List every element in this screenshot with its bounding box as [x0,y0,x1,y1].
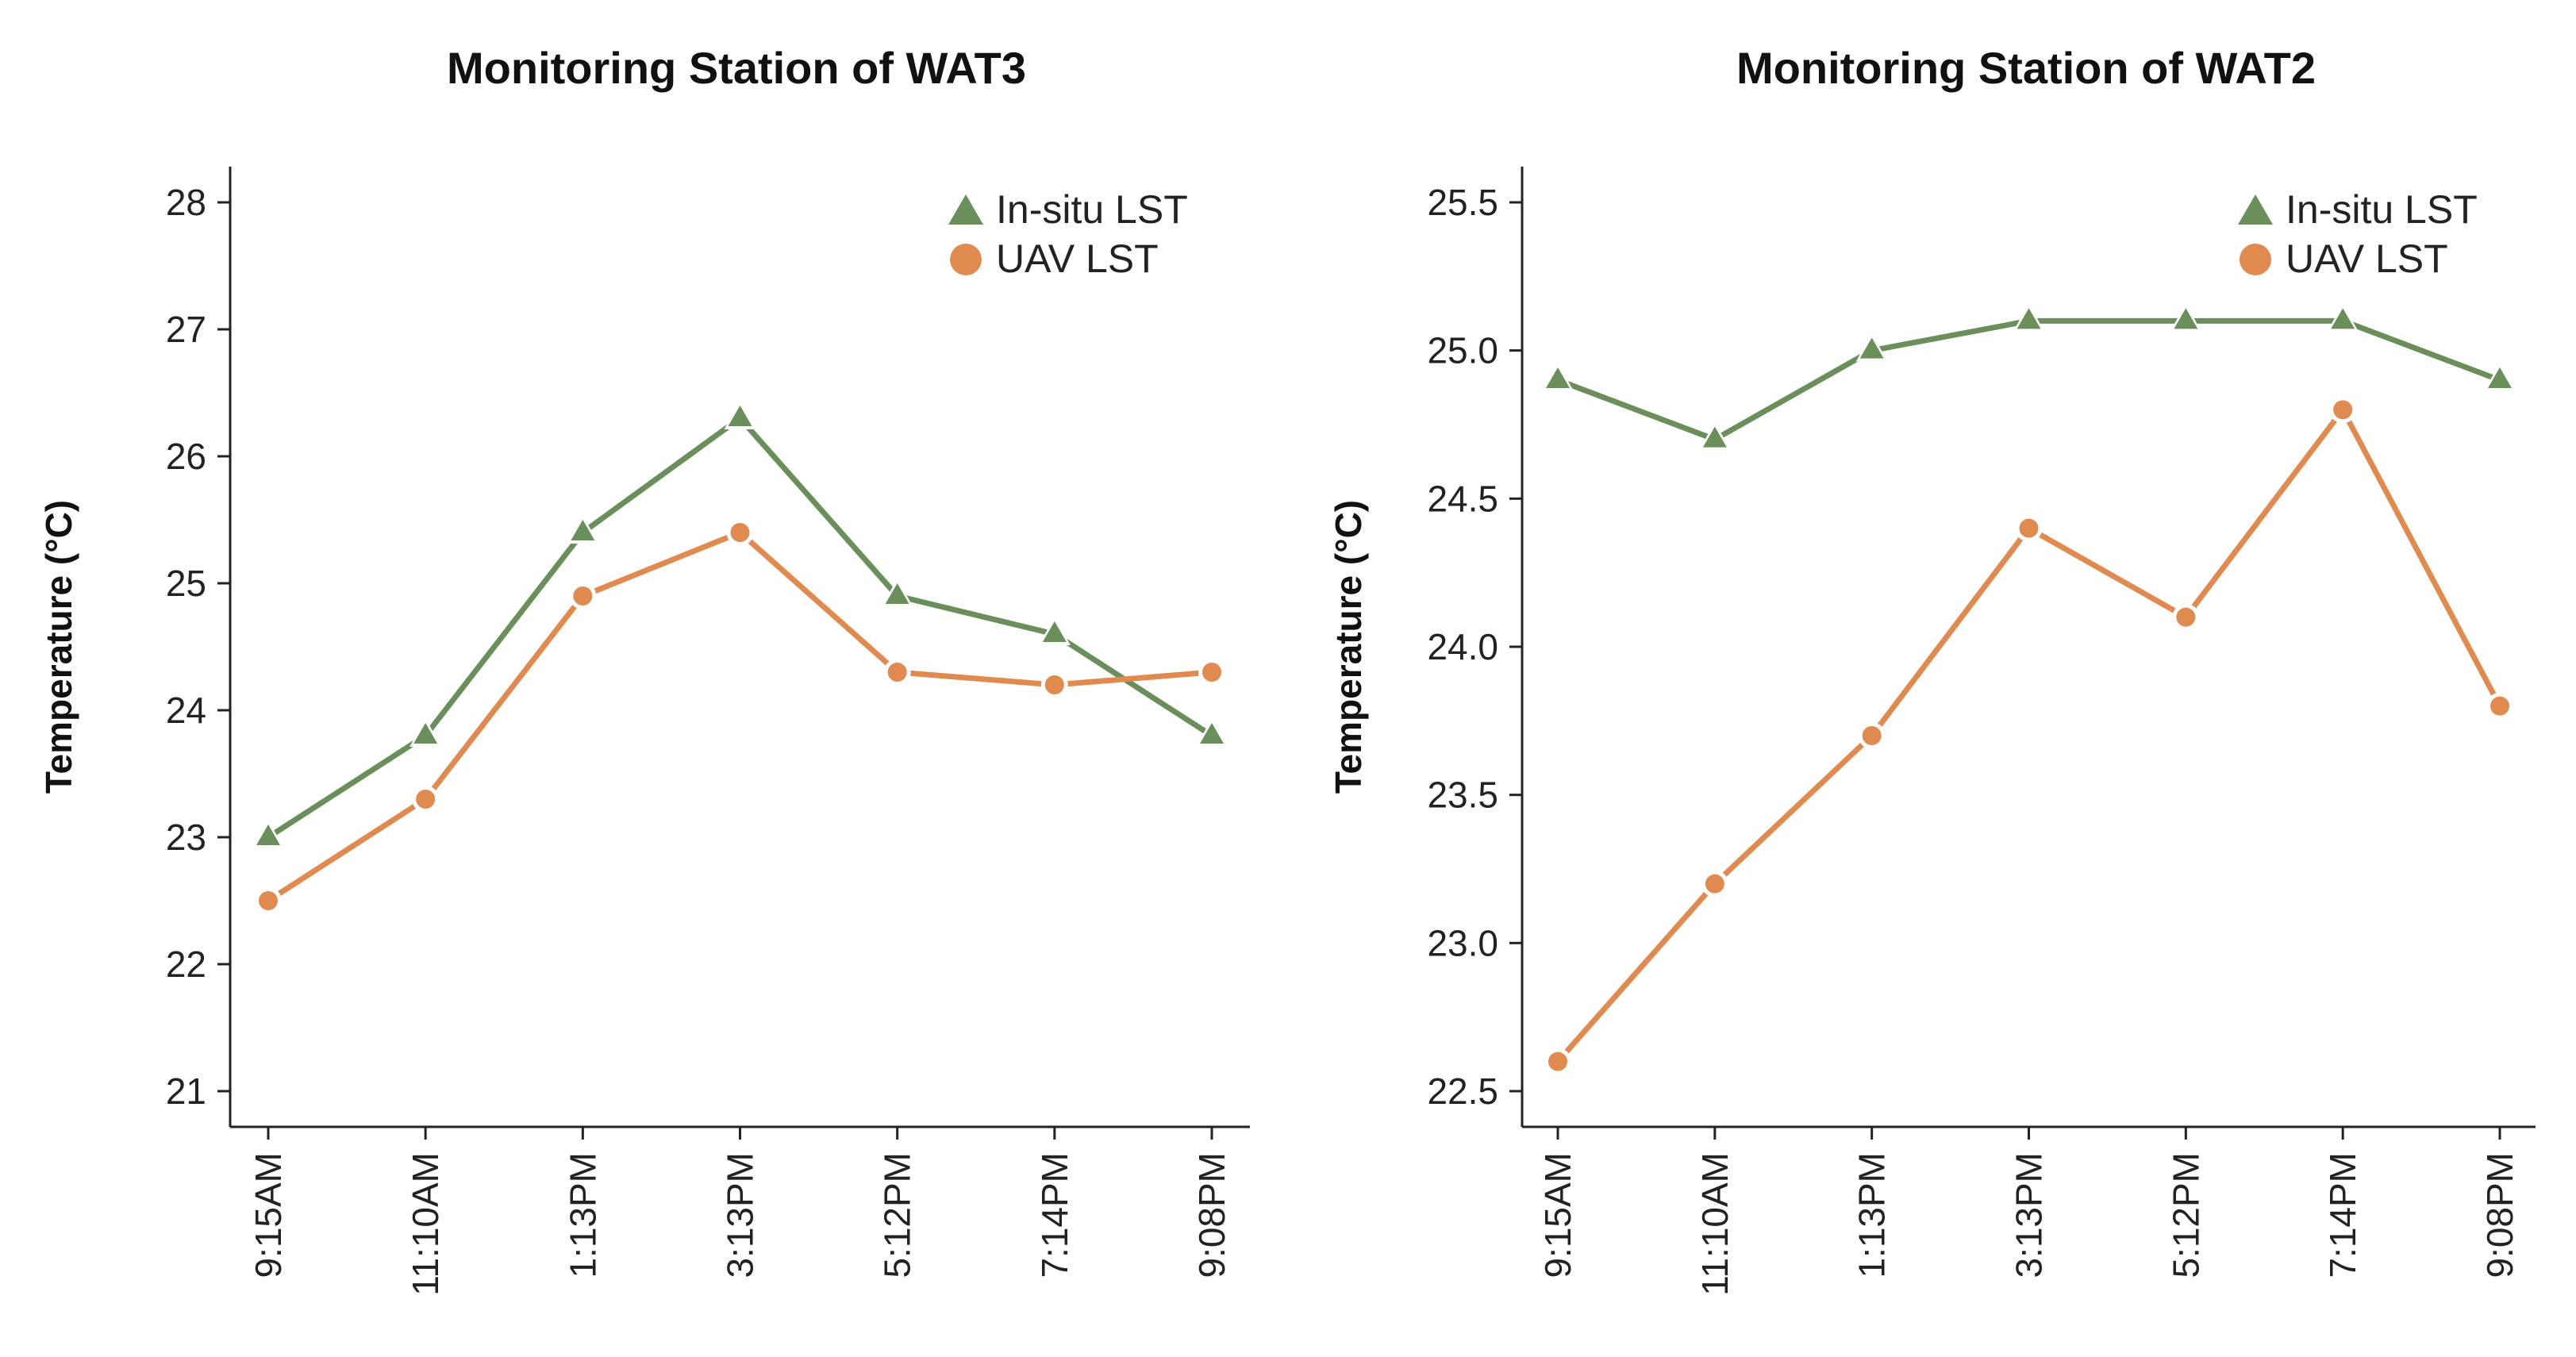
legend-marker-triangle [2238,194,2273,225]
x-tick-label: 9:15AM [1537,1152,1578,1278]
data-point [2174,308,2198,329]
legend-marker-triangle [948,194,983,225]
y-tick-label: 23 [166,817,206,858]
data-point [259,891,278,910]
data-point [2176,607,2196,627]
y-tick-label: 26 [166,436,206,477]
y-tick-label: 25 [166,563,206,604]
y-tick-label: 22 [166,944,206,985]
y-axis-label: Temperature (°C) [1328,500,1369,794]
x-tick-label: 3:13PM [720,1152,761,1278]
data-point [1859,337,1884,359]
legend-label: In-situ LST [2286,187,2478,232]
series-line [1555,406,2503,1063]
x-tick-label: 9:08PM [2479,1152,2520,1278]
data-point [1862,726,1882,745]
y-tick-label: 23.0 [1427,922,1498,963]
y-tick-label: 24.5 [1427,478,1498,519]
y-tick-label: 27 [166,309,206,350]
data-point [2333,400,2353,420]
data-point [730,523,750,542]
y-tick-label: 25.5 [1427,182,1498,223]
data-point [1705,874,1724,894]
y-axis-label: Temperature (°C) [38,500,79,794]
data-point [1202,663,1221,682]
x-tick-label: 11:10AM [405,1152,446,1296]
x-tick-label: 11:10AM [1694,1152,1736,1296]
series-uav-lst [1544,396,2513,1075]
x-tick-label: 9:08PM [1191,1152,1232,1278]
series-uav-lst [255,519,1225,914]
y-tick-label: 23.5 [1427,775,1498,816]
x-tick-label: 5:12PM [2165,1152,2206,1278]
data-point [1044,675,1064,694]
x-tick-label: 1:13PM [562,1152,603,1278]
data-point [2331,308,2355,329]
series-in-situ-lst [252,401,1228,848]
legend-label: UAV LST [2286,236,2448,281]
series-line [267,415,1213,840]
legend-label: In-situ LST [996,187,1188,232]
x-tick-label: 1:13PM [1851,1152,1893,1278]
series-line [1556,317,2501,443]
y-tick-label: 24 [166,690,206,731]
data-point [1548,1051,1567,1071]
data-point [1042,621,1067,642]
x-tick-label: 5:12PM [877,1152,918,1278]
chart-2: Monitoring Station of WAT2 22.5 23.0 23.5 24… [1328,43,2536,1296]
y-tick-label: 28 [166,182,206,223]
data-point [1702,426,1727,448]
data-point [885,583,909,604]
data-point [416,790,436,809]
x-tick-label: 3:13PM [2009,1152,2050,1278]
data-point [2017,308,2041,329]
data-point [573,586,593,605]
data-point [571,520,595,540]
legend-label: UAV LST [996,236,1159,281]
data-point [1200,723,1224,744]
legend-marker-circle [950,244,982,275]
x-tick-label: 7:14PM [1034,1152,1075,1278]
series-line [267,529,1213,903]
y-tick-label: 24.0 [1427,626,1498,667]
chart-title: Monitoring Station of WAT2 [1736,43,2316,93]
x-tick-label: 7:14PM [2322,1152,2363,1278]
data-point [1546,367,1570,388]
data-point [728,406,752,426]
legend-marker-circle [2240,244,2271,275]
data-point [887,663,907,682]
y-tick-label: 21 [166,1071,206,1112]
y-tick-label: 25.0 [1427,330,1498,371]
data-point [413,723,438,744]
chart-1: Monitoring Station of WAT3 21 22 23 24 25 26 27… [38,43,1250,1296]
x-tick-label: 9:15AM [248,1152,289,1278]
series-in-situ-lst [1542,303,2516,451]
chart-title: Monitoring Station of WAT3 [447,43,1026,93]
data-point [2488,367,2512,388]
data-point [2490,696,2509,716]
y-tick-label: 22.5 [1427,1071,1498,1112]
data-point [2019,518,2039,538]
data-point [256,825,280,845]
